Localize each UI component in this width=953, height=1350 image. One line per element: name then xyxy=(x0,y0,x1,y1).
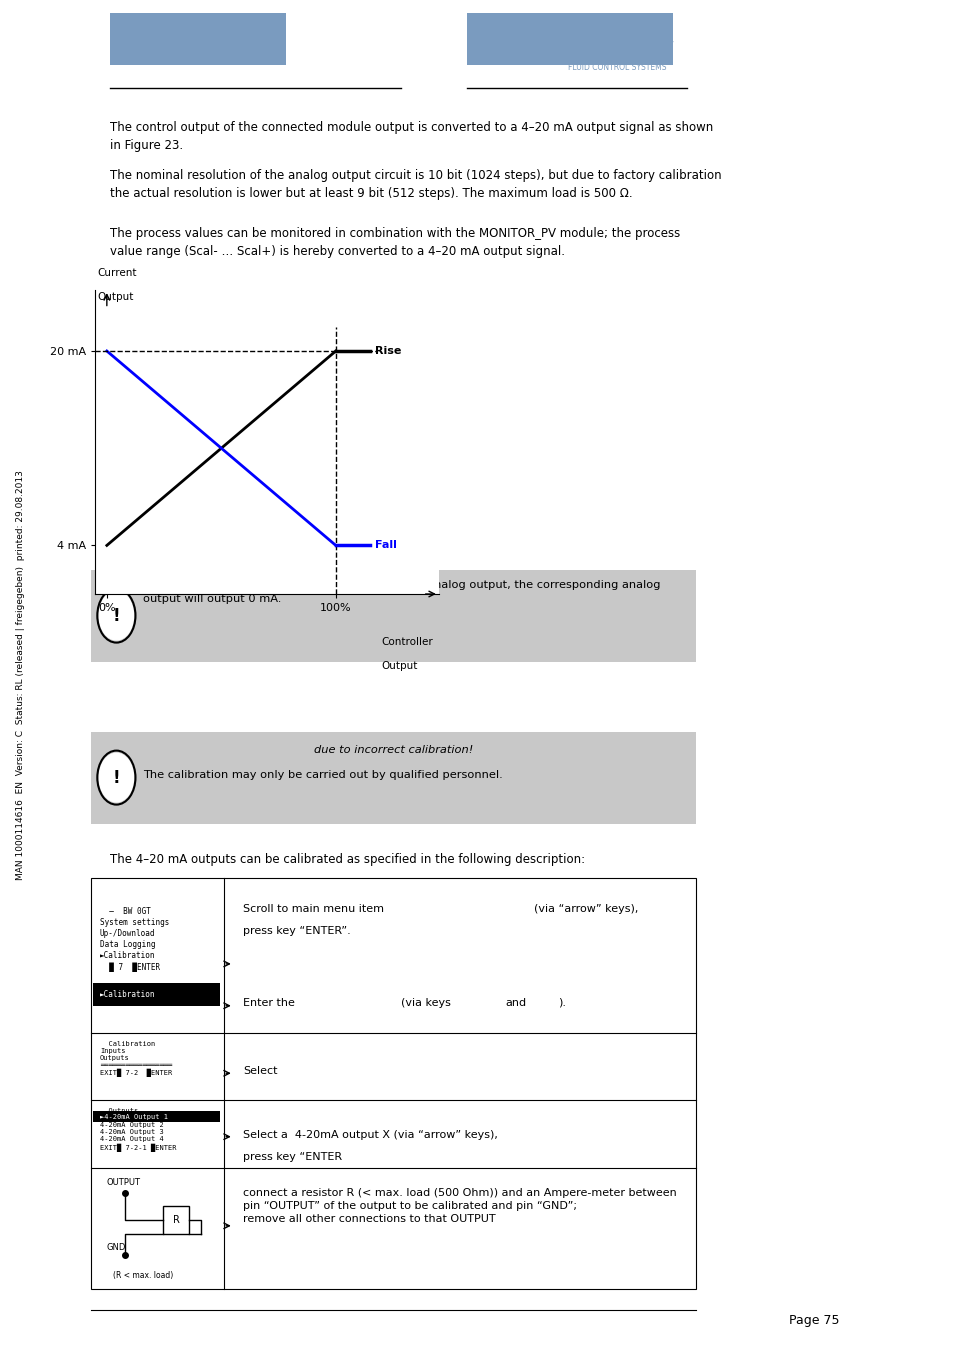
Bar xyxy=(163,1207,189,1234)
Text: OUTPUT: OUTPUT xyxy=(106,1179,140,1188)
Text: (via “arrow” keys),: (via “arrow” keys), xyxy=(534,904,638,914)
Text: (via keys: (via keys xyxy=(400,998,450,1007)
Text: The nominal resolution of the analog output circuit is 10 bit (1024 steps), but : The nominal resolution of the analog out… xyxy=(110,169,720,200)
Text: The control output of the connected module output is converted to a 4–20 mA outp: The control output of the connected modu… xyxy=(110,122,712,153)
Text: ►4-20mA Output 1: ►4-20mA Output 1 xyxy=(100,1114,168,1119)
Text: !: ! xyxy=(112,768,120,787)
Text: and: and xyxy=(505,998,526,1007)
Text: Page 75: Page 75 xyxy=(788,1314,839,1327)
Text: FLUID CONTROL SYSTEMS: FLUID CONTROL SYSTEMS xyxy=(567,63,665,72)
Bar xyxy=(93,983,220,1006)
Text: The process values can be monitored in combination with the MONITOR_PV module; t: The process values can be monitored in c… xyxy=(110,227,679,258)
Text: (R < max. load): (R < max. load) xyxy=(112,1272,172,1280)
Text: Select a  4-20mA output X (via “arrow” keys),: Select a 4-20mA output X (via “arrow” ke… xyxy=(243,1130,497,1139)
Text: !: ! xyxy=(112,606,120,625)
Text: The 4–20 mA outputs can be calibrated as specified in the following description:: The 4–20 mA outputs can be calibrated as… xyxy=(110,853,584,867)
Text: Current: Current xyxy=(97,269,137,278)
Text: Select: Select xyxy=(243,1066,277,1076)
Text: press key “ENTER”.: press key “ENTER”. xyxy=(243,926,351,936)
Text: If there is a calibration data fault on a configured analog output, the correspo: If there is a calibration data fault on … xyxy=(143,580,659,605)
Text: press key “ENTER: press key “ENTER xyxy=(243,1152,342,1161)
Text: due to incorrect calibration!: due to incorrect calibration! xyxy=(314,745,473,755)
Text: —  BW 0GT
System settings
Up-/Download
Data Logging
►Calibration
  █ 7  █ENTER: — BW 0GT System settings Up-/Download Da… xyxy=(100,907,169,972)
Text: GND: GND xyxy=(106,1243,126,1253)
Text: Fall: Fall xyxy=(375,540,396,551)
Text: R: R xyxy=(172,1215,179,1226)
Text: Enter the: Enter the xyxy=(243,998,294,1007)
Text: MAN 1000114616  EN  Version: C  Status: RL (released | freigegeben)  printed: 29: MAN 1000114616 EN Version: C Status: RL … xyxy=(16,470,26,880)
Text: ).: ). xyxy=(558,998,565,1007)
Text: Output: Output xyxy=(381,660,417,671)
Bar xyxy=(91,878,696,1289)
Circle shape xyxy=(99,591,133,640)
Bar xyxy=(91,732,696,824)
Text: Output: Output xyxy=(97,293,134,302)
Text: bürkert: bürkert xyxy=(567,35,674,59)
Text: Calibration
Inputs
Outputs
═════════════════
EXIT█ 7-2  █ENTER: Calibration Inputs Outputs ═════════════… xyxy=(100,1041,172,1077)
Text: connect a resistor R (< max. load (500 Ohm)) and an Ampere-meter between
pin “OU: connect a resistor R (< max. load (500 O… xyxy=(243,1188,677,1224)
Bar xyxy=(110,14,286,65)
Text: Controller: Controller xyxy=(381,636,433,647)
Circle shape xyxy=(99,753,133,802)
Text: The calibration may only be carried out by qualified personnel.: The calibration may only be carried out … xyxy=(143,769,502,779)
Bar xyxy=(467,14,672,65)
Text: Outputs
►4-20mA Output 1
4-20mA Output 2
4-20mA Output 3
4-20mA Output 4
EXIT█ 7: Outputs ►4-20mA Output 1 4-20mA Output 2… xyxy=(100,1108,176,1152)
Bar xyxy=(93,1111,220,1122)
Text: ►Calibration: ►Calibration xyxy=(100,990,155,999)
Text: Rise: Rise xyxy=(375,346,400,356)
Text: Scroll to main menu item: Scroll to main menu item xyxy=(243,904,384,914)
Bar xyxy=(91,570,696,662)
